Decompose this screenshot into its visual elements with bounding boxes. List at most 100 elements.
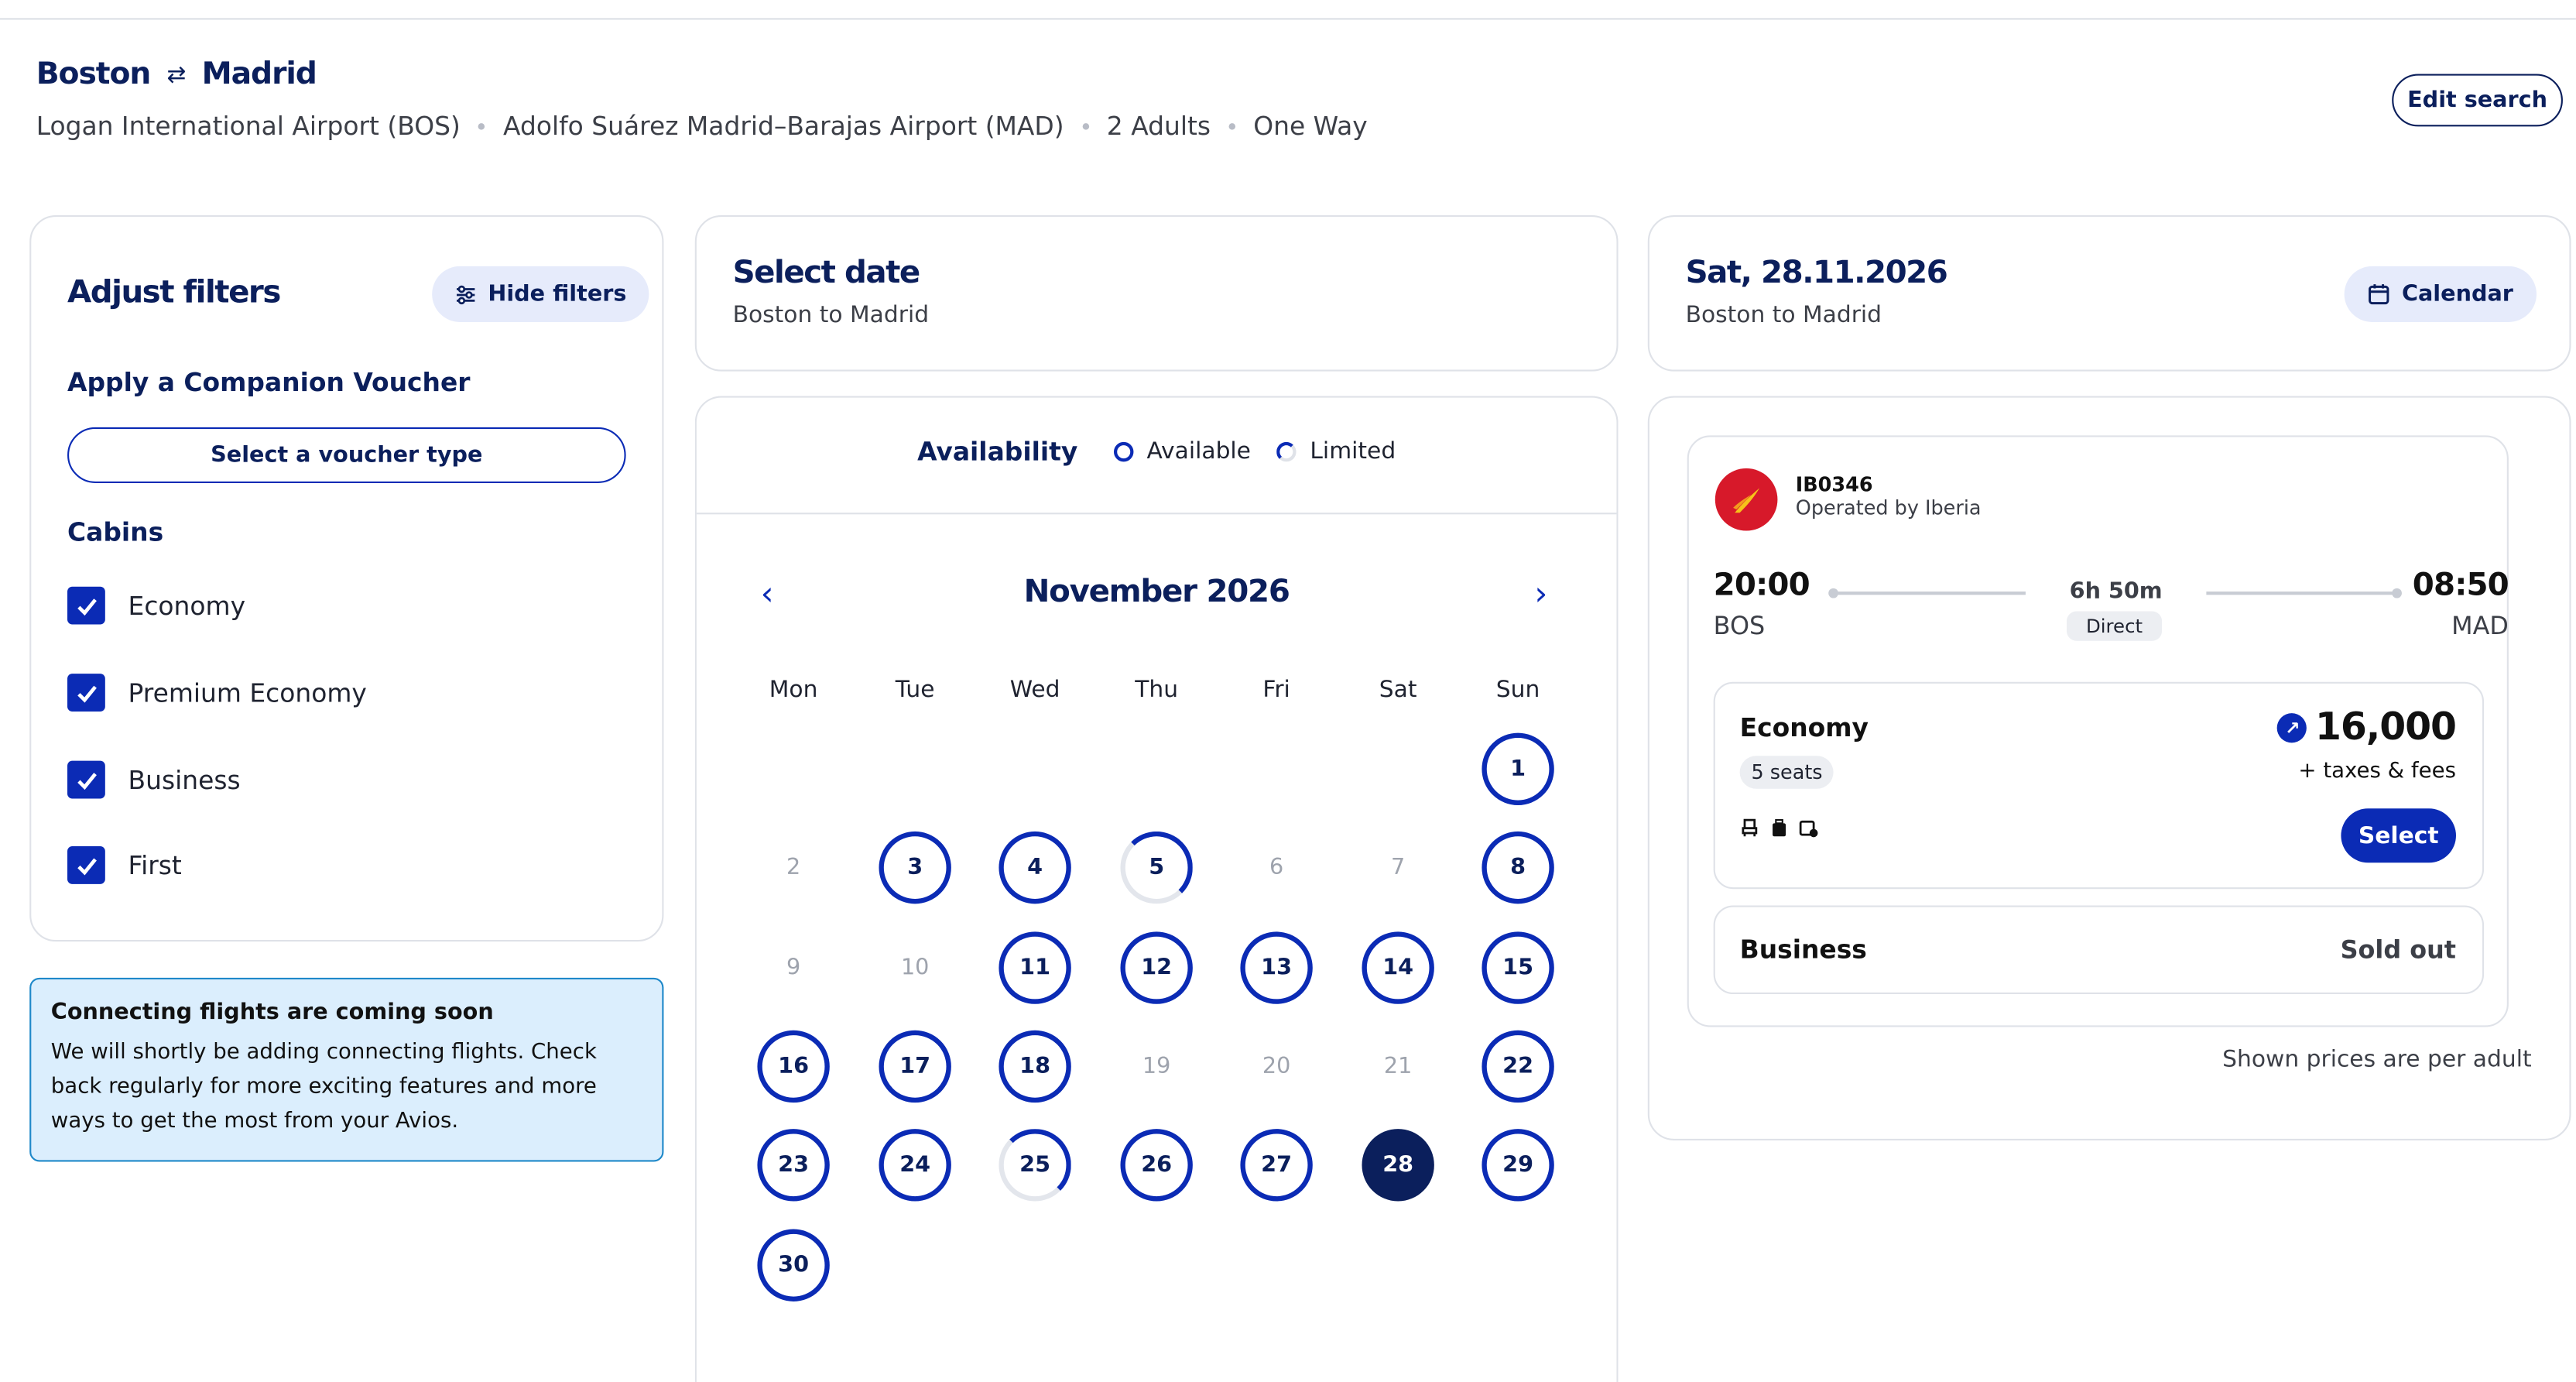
voucher-select-button[interactable]: Select a voucher type — [67, 427, 626, 483]
next-month-chevron-icon[interactable]: › — [1534, 573, 1548, 613]
checkbox-checked-icon[interactable] — [67, 674, 105, 712]
calendar-day: 9 — [786, 954, 801, 981]
select-date-title: Select date — [732, 254, 921, 291]
cabin-checkbox-economy[interactable]: Economy — [67, 586, 245, 625]
hide-filters-label: Hide filters — [488, 280, 627, 307]
hide-filters-button[interactable]: Hide filters — [432, 266, 650, 322]
price-footnote: Shown prices are per adult — [2222, 1046, 2532, 1073]
calendar-day: 7 — [1391, 855, 1406, 882]
calendar-day[interactable]: 15 — [1482, 931, 1554, 1003]
calendar-day[interactable]: 14 — [1362, 931, 1434, 1003]
stops-badge: Direct — [2066, 611, 2163, 641]
separator-dot — [1081, 123, 1089, 130]
notice-body: We will shortly be adding connecting fli… — [50, 1040, 597, 1134]
sold-out-label: Sold out — [2340, 934, 2456, 965]
cabins-title: Cabins — [67, 517, 164, 547]
calendar-day[interactable]: 27 — [1240, 1129, 1313, 1202]
available-label: Available — [1146, 438, 1251, 465]
cabin-checkbox-business[interactable]: Business — [67, 760, 241, 799]
calendar-day: 6 — [1269, 855, 1284, 882]
departure-time: 20:00 — [1713, 567, 1810, 603]
booking-change-icon — [1799, 820, 1818, 838]
select-date-panel: Select date Boston to Madrid — [694, 215, 1619, 372]
calendar-day: 20 — [1262, 1053, 1291, 1080]
arrival-code: MAD — [2451, 611, 2509, 641]
calendar-day[interactable]: 23 — [757, 1129, 830, 1202]
route-title: Boston ⇄ Madrid — [36, 57, 317, 92]
weekday-label: Mon — [769, 677, 818, 704]
fare-amount: 16,000 — [2314, 706, 2457, 749]
iberia-logo — [1714, 468, 1778, 531]
checkbox-checked-icon[interactable] — [67, 586, 105, 625]
seats-badge: 5 seats — [1739, 756, 1834, 789]
calendar-day[interactable]: 1 — [1482, 732, 1554, 805]
top-divider — [0, 18, 2576, 20]
calendar-day[interactable]: 8 — [1482, 832, 1554, 904]
select-fare-button[interactable]: Select — [2341, 808, 2456, 863]
prev-month-chevron-icon[interactable]: ‹ — [760, 573, 774, 613]
month-title: November 2026 — [1023, 573, 1290, 610]
flight-number: IB0346 — [1795, 473, 1873, 496]
calendar-day[interactable]: 12 — [1120, 931, 1193, 1003]
filters-title: Adjust filters — [67, 274, 281, 311]
fare-option-business: Business Sold out — [1713, 905, 2485, 995]
calendar-day[interactable]: 11 — [999, 931, 1071, 1003]
calendar-day[interactable]: 4 — [999, 832, 1071, 904]
calendar-day[interactable]: 24 — [879, 1129, 951, 1202]
availability-label: Availability — [917, 437, 1078, 467]
calendar-day[interactable]: 28 — [1362, 1129, 1434, 1202]
weekday-label: Sat — [1379, 677, 1417, 704]
edit-search-button[interactable]: Edit search — [2392, 74, 2563, 127]
arrival-time: 08:50 — [2412, 567, 2509, 603]
calendar-day[interactable]: 3 — [879, 832, 951, 904]
weekday-label: Wed — [1009, 677, 1060, 704]
separator-dot — [478, 123, 485, 130]
seat-icon — [1742, 818, 1758, 837]
calendar-day: 21 — [1383, 1053, 1413, 1080]
fare-option-economy: Economy 5 seats ↗ 16,000 + taxes & fees … — [1713, 681, 2485, 890]
origin-airport: Logan International Airport (BOS) — [36, 111, 461, 142]
weekday-label: Sun — [1495, 677, 1540, 704]
calendar-day[interactable]: 22 — [1482, 1030, 1554, 1103]
amenities — [1740, 818, 1819, 838]
available-ring-icon — [1114, 441, 1134, 462]
fare-taxes: + taxes & fees — [2298, 759, 2456, 784]
flight-card: IB0346 Operated by Iberia 20:00 BOS 6h 5… — [1687, 435, 2509, 1027]
calendar-day[interactable]: 29 — [1482, 1129, 1554, 1202]
fare-price: ↗ 16,000 — [2277, 706, 2457, 749]
destination-city: Madrid — [201, 57, 317, 92]
weekday-label: Fri — [1262, 677, 1290, 704]
cabin-label: Premium Economy — [128, 677, 367, 708]
calendar-day[interactable]: 25 — [999, 1129, 1071, 1202]
flight-results-panel: IB0346 Operated by Iberia 20:00 BOS 6h 5… — [1647, 396, 2571, 1140]
departure-code: BOS — [1713, 611, 1766, 641]
calendar-day[interactable]: 18 — [999, 1030, 1071, 1103]
calendar-panel: Availability Available Limited ‹ Novembe… — [694, 396, 1619, 1382]
calendar-day: 10 — [900, 954, 930, 981]
separator-dot — [1228, 123, 1235, 130]
calendar-day[interactable]: 17 — [879, 1030, 951, 1103]
calendar-day: 2 — [786, 855, 801, 882]
cabin-checkbox-first[interactable]: First — [67, 846, 182, 884]
selected-date-title: Sat, 28.11.2026 — [1685, 254, 1948, 291]
cabin-checkbox-premium-economy[interactable]: Premium Economy — [67, 674, 367, 712]
calendar-day[interactable]: 5 — [1120, 832, 1193, 904]
calendar-day[interactable]: 26 — [1120, 1129, 1193, 1202]
notice-title: Connecting flights are coming soon — [50, 999, 494, 1026]
weekday-label: Tue — [895, 677, 935, 704]
flight-duration: 6h 50m — [2025, 578, 2207, 605]
passenger-count: 2 Adults — [1106, 111, 1211, 142]
calendar-button[interactable]: Calendar — [2344, 266, 2537, 322]
calendar-label: Calendar — [2401, 280, 2513, 307]
checkbox-checked-icon[interactable] — [67, 760, 105, 799]
calendar-day[interactable]: 16 — [757, 1030, 830, 1103]
select-date-subtitle: Boston to Madrid — [732, 302, 930, 329]
selected-date-subtitle: Boston to Madrid — [1685, 302, 1882, 329]
checkbox-checked-icon[interactable] — [67, 846, 105, 884]
calendar-day[interactable]: 30 — [757, 1228, 830, 1301]
calendar-icon — [2369, 284, 2389, 305]
fare-cabin: Business — [1739, 934, 1867, 965]
voucher-title: Apply a Companion Voucher — [67, 368, 471, 398]
calendar-day[interactable]: 13 — [1240, 931, 1313, 1003]
filters-panel: Adjust filters Hide filters Apply a Comp… — [29, 215, 664, 942]
